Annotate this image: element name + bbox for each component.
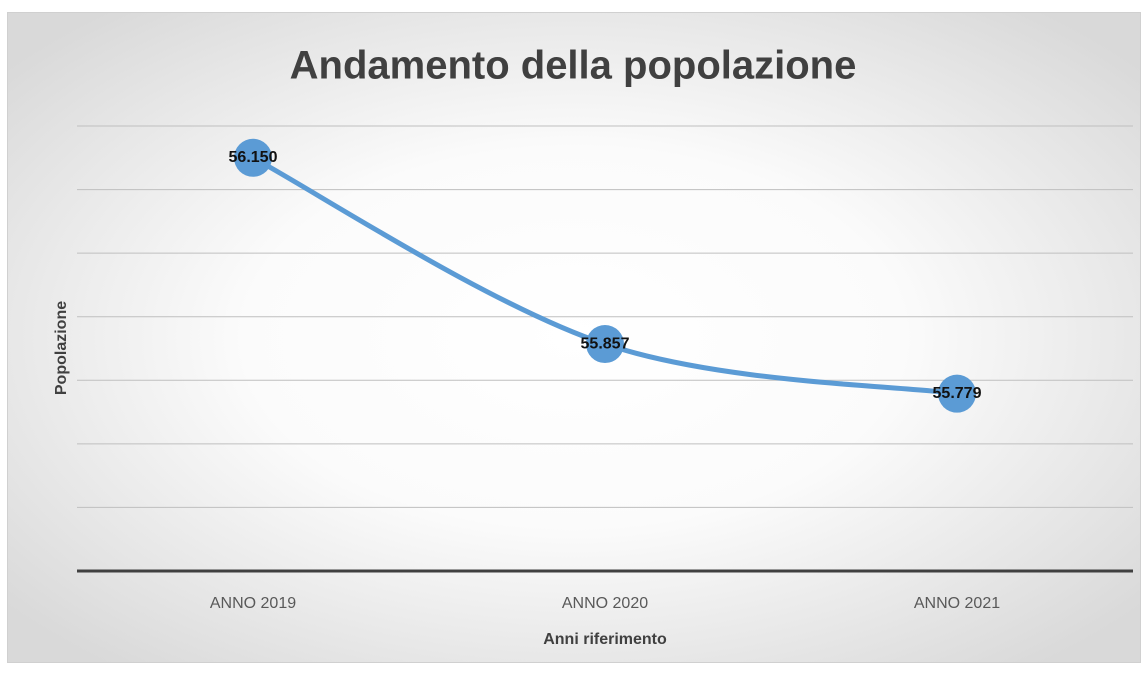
data-label: 56.150 bbox=[229, 149, 278, 166]
marker bbox=[234, 138, 272, 177]
data-label: 55.857 bbox=[581, 335, 630, 352]
y-axis-label: Popolazione bbox=[53, 301, 70, 395]
chart-frame bbox=[7, 12, 1141, 663]
chart-title: Andamento della popolazione bbox=[290, 44, 857, 88]
data-label: 55.779 bbox=[933, 385, 982, 402]
marker bbox=[586, 325, 624, 364]
x-tick-label: ANNO 2020 bbox=[562, 595, 648, 612]
x-axis-label: Anni riferimento bbox=[543, 631, 667, 648]
marker bbox=[938, 374, 976, 413]
x-tick-label: ANNO 2019 bbox=[210, 595, 296, 612]
x-tick-label: ANNO 2021 bbox=[914, 595, 1000, 612]
